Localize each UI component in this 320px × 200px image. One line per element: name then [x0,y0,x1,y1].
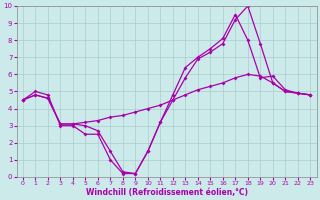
X-axis label: Windchill (Refroidissement éolien,°C): Windchill (Refroidissement éolien,°C) [85,188,248,197]
